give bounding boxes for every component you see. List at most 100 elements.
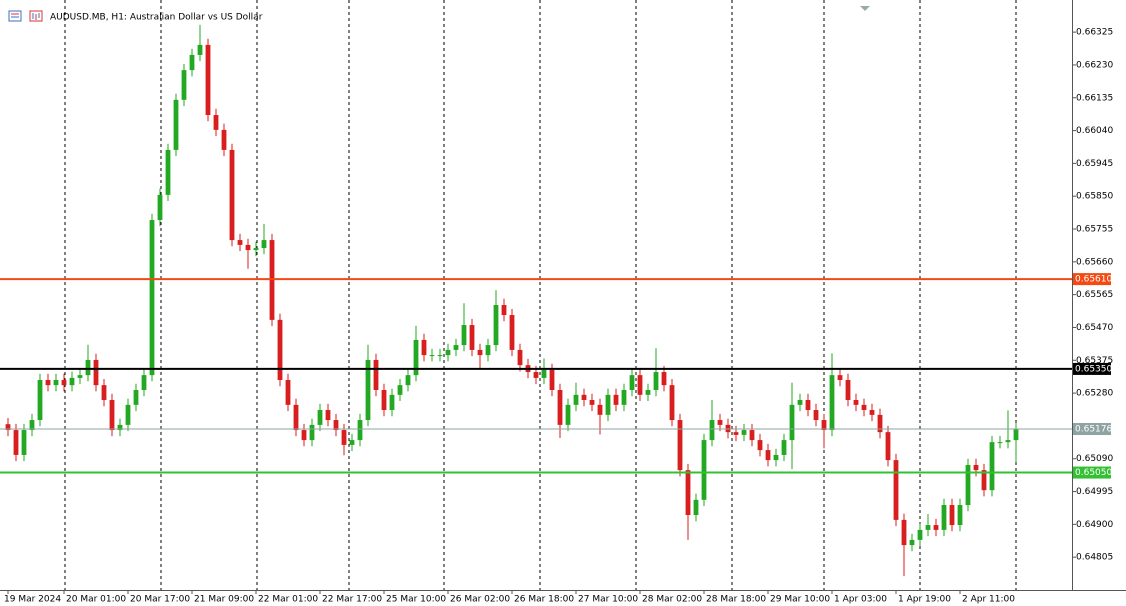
candle-body [325,410,331,421]
x-tick-label: 20 Mar 17:00 [130,595,190,605]
level-label: 0.65610 [1075,275,1112,285]
candle-body [157,194,163,221]
x-tick-label: 26 Mar 18:00 [514,595,574,605]
y-tick-label: 0.66325 [1076,28,1113,38]
level-label: 0.65176 [1075,425,1112,435]
chart-title: AUDUSD.MB, H1: Australian Dollar vs US D… [50,13,263,23]
candle-body [421,339,427,356]
candle-body [797,400,803,405]
x-tick-label: 22 Mar 01:00 [258,595,318,605]
level-label-box [1073,273,1111,286]
candle-body [245,244,251,251]
candle-body [605,394,611,415]
candle-body [893,460,899,520]
candle-body [757,440,763,451]
candle-body [429,355,435,357]
candle-body [621,389,627,405]
candle-body [805,400,811,411]
candle-body [349,440,355,445]
candle-body [677,420,683,471]
y-tick-label: 0.66040 [1076,126,1113,136]
candle-body [381,389,387,411]
x-tick-label: 19 Mar 2024 [4,595,61,605]
candle-body [165,149,171,195]
candle-body [637,375,643,395]
candle-body [613,394,619,405]
candle-body [261,240,267,249]
candle-body [301,430,307,441]
y-tick-label: 0.66230 [1076,60,1113,70]
candle-body [237,240,243,245]
candle-body [909,539,915,546]
candle-body [589,400,595,405]
candle-body [221,129,227,150]
candle-body [389,394,395,411]
candle-body [773,454,779,461]
candle-body [861,404,867,411]
y-tick-label: 0.65470 [1076,323,1113,333]
candle-body [709,420,715,441]
candle-body [181,70,187,100]
candle-body [149,220,155,376]
candle-body [565,404,571,425]
candle-body [925,525,931,530]
candle-body [373,359,379,390]
candle-body [253,248,259,251]
candle-body [453,345,459,350]
candle-body [29,420,35,431]
candle-body [317,410,323,425]
candle-body [853,400,859,405]
candle-body [501,305,507,316]
candle-body [533,372,539,378]
candle-body [733,432,739,435]
candle-body [189,54,195,71]
icon [8,10,22,22]
candle-body [661,372,667,386]
y-tick-label: 0.64995 [1076,487,1113,497]
candle-body [21,430,27,455]
level-label-box [1073,362,1111,375]
candle-body [101,385,107,401]
candle-body [125,404,131,425]
candle-body [717,420,723,425]
candle-body [405,375,411,386]
candle-body [437,355,443,357]
candle-body [917,529,923,540]
candle-body [341,430,347,445]
candle-body [941,505,947,530]
x-tick-label: 20 Mar 01:00 [66,595,126,605]
candle-body [333,420,339,431]
candle-body [493,305,499,346]
candle-body [173,99,179,150]
x-tick-label: 1 Apr 19:00 [898,595,951,605]
candle-body [869,410,875,415]
y-tick-label: 0.65850 [1076,192,1113,202]
candle-body [933,525,939,530]
candle-body [53,379,59,386]
candle-body [365,359,371,421]
level-label: 0.65050 [1075,468,1112,478]
candle-body [93,359,99,386]
y-tick-label: 0.65945 [1076,159,1113,169]
candle-body [693,499,699,516]
candle-body [669,385,675,421]
candle-body [557,389,563,425]
candle-body [581,394,587,401]
candle-body [293,404,299,431]
x-tick-label: 28 Mar 18:00 [706,595,766,605]
candle-body [205,44,211,116]
candle-body [445,349,451,356]
candle-body [61,379,67,386]
candle-body [645,389,651,395]
y-tick-label: 0.65375 [1076,356,1113,366]
candle-body [701,440,707,500]
candle-body [277,319,283,380]
candle-body [309,424,315,441]
candle-body [1013,429,1019,441]
candle-body [77,375,83,378]
candle-body [685,470,691,516]
candle-body [653,372,659,390]
period-separators [64,0,1017,590]
candle-body [37,379,43,421]
